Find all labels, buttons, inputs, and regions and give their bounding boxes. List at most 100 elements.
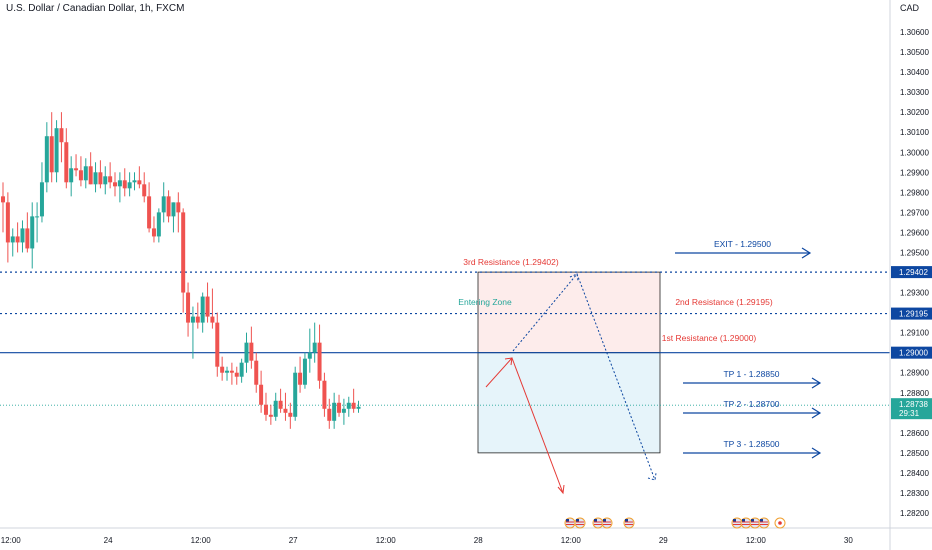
candle-body [20, 228, 25, 243]
candle-body [39, 182, 44, 217]
time-tick-label: 27 [289, 536, 298, 545]
candle-body [186, 292, 191, 323]
candle-body [59, 128, 64, 143]
price-tick-label: 1.28500 [900, 449, 929, 458]
time-tick-label: 30 [844, 536, 853, 545]
price-tick-label: 1.29500 [900, 248, 929, 257]
candle-body [5, 202, 10, 243]
price-tick-label: 1.28900 [900, 369, 929, 378]
candle-body [317, 342, 322, 381]
price-tick-label: 1.30200 [900, 108, 929, 117]
candle-body [15, 236, 20, 243]
tp1-label: TP 1 - 1.28850 [723, 369, 779, 379]
trade-zone [477, 271, 661, 454]
second-resistance-label: 2nd Resistance (1.29195) [675, 297, 773, 307]
candle-body [312, 342, 317, 353]
candle-body [69, 168, 74, 183]
us-flag-icon [758, 517, 770, 529]
economic-events [564, 517, 786, 529]
candle-body [171, 202, 176, 217]
price-tick-label: 1.29100 [900, 329, 929, 338]
candle-body [181, 212, 186, 293]
us-flag-icon [740, 517, 752, 529]
candle-body [10, 236, 15, 243]
us-flag-icon [574, 517, 586, 529]
candle-body [161, 196, 166, 213]
candle-body [322, 380, 327, 409]
candle-body [268, 414, 273, 417]
candle-body [117, 180, 122, 187]
candle-body [273, 400, 278, 417]
price-tick-label: 1.29900 [900, 168, 929, 177]
candle-body [108, 176, 113, 183]
blue-dotted-path [512, 273, 656, 481]
level-price-badge-text: 1.29402 [899, 268, 928, 277]
candle-body [332, 402, 337, 421]
candle-body [98, 172, 103, 185]
tp2-arrowhead [811, 407, 822, 419]
level-price-badge [891, 266, 932, 279]
candle-body [54, 128, 59, 173]
candle-body [147, 196, 152, 229]
price-tick-label: 1.29700 [900, 208, 929, 217]
candle-body [337, 402, 342, 413]
red-path-up [485, 357, 513, 388]
first-resistance-label: 1st Resistance (1.29000) [662, 333, 757, 343]
us-flag-icon [749, 517, 761, 529]
price-tick-label: 1.30300 [900, 88, 929, 97]
canada-flag-icon [774, 517, 786, 529]
price-tick-label: 1.30500 [900, 48, 929, 57]
time-tick-label: 28 [474, 536, 483, 545]
candle-body [151, 228, 156, 237]
candle-body [166, 196, 171, 217]
us-flag-icon [623, 517, 635, 529]
candle-body [83, 166, 88, 181]
candle-body [302, 358, 307, 385]
candle-body [64, 142, 69, 183]
red-path-down-head [557, 484, 565, 495]
price-tick-label: 1.28800 [900, 389, 929, 398]
candle-body [35, 216, 40, 218]
candle-body [283, 408, 288, 413]
us-flag-icon [592, 517, 604, 529]
time-tick-label: 12:00 [1, 536, 22, 545]
candle-body [93, 172, 98, 185]
time-axis[interactable]: 12:00 24 12:00 27 12:00 28 12:00 29 12:00 30 [0, 527, 932, 545]
candle-body [263, 404, 268, 415]
tp3-arrowhead [811, 447, 822, 459]
red-path-down [511, 357, 564, 494]
candle-body [88, 166, 93, 185]
candle-body [30, 216, 35, 249]
level-price-badge-text: 1.29195 [899, 310, 928, 319]
candle-body [225, 370, 230, 373]
candle-body [249, 342, 254, 361]
price-axis[interactable]: 1.30600 1.30500 1.30400 1.30300 1.30200 1.301… [889, 0, 932, 550]
time-tick-label: 29 [659, 536, 668, 545]
exit-arrowhead [801, 247, 812, 259]
third-resistance-label: 3rd Resistance (1.29402) [463, 257, 559, 267]
price-tick-label: 1.30600 [900, 28, 929, 37]
candle-body [341, 408, 346, 413]
us-flag-icon [564, 517, 576, 529]
candle-body [278, 400, 283, 409]
candle-body [25, 228, 30, 249]
candle-body [327, 408, 332, 421]
price-tick-label: 1.28300 [900, 489, 929, 498]
candle-body [74, 168, 79, 171]
entering-zone-label: Entering Zone [458, 297, 512, 307]
level-price-badge [891, 307, 932, 320]
time-tick-label: 12:00 [561, 536, 582, 545]
price-tick-label: 1.28200 [900, 509, 929, 518]
entry-zone-box [477, 271, 661, 354]
candle-body [205, 296, 210, 317]
last-price-text: 1.28738 [899, 400, 928, 409]
candle-body [351, 402, 356, 409]
candle-body [239, 362, 244, 377]
tp3-label: TP 3 - 1.28500 [723, 439, 779, 449]
target-zone-box [477, 352, 661, 454]
candle-body [229, 370, 234, 373]
exit-label: EXIT - 1.29500 [714, 239, 771, 249]
candle-body [293, 372, 298, 417]
candle-body [254, 360, 259, 385]
